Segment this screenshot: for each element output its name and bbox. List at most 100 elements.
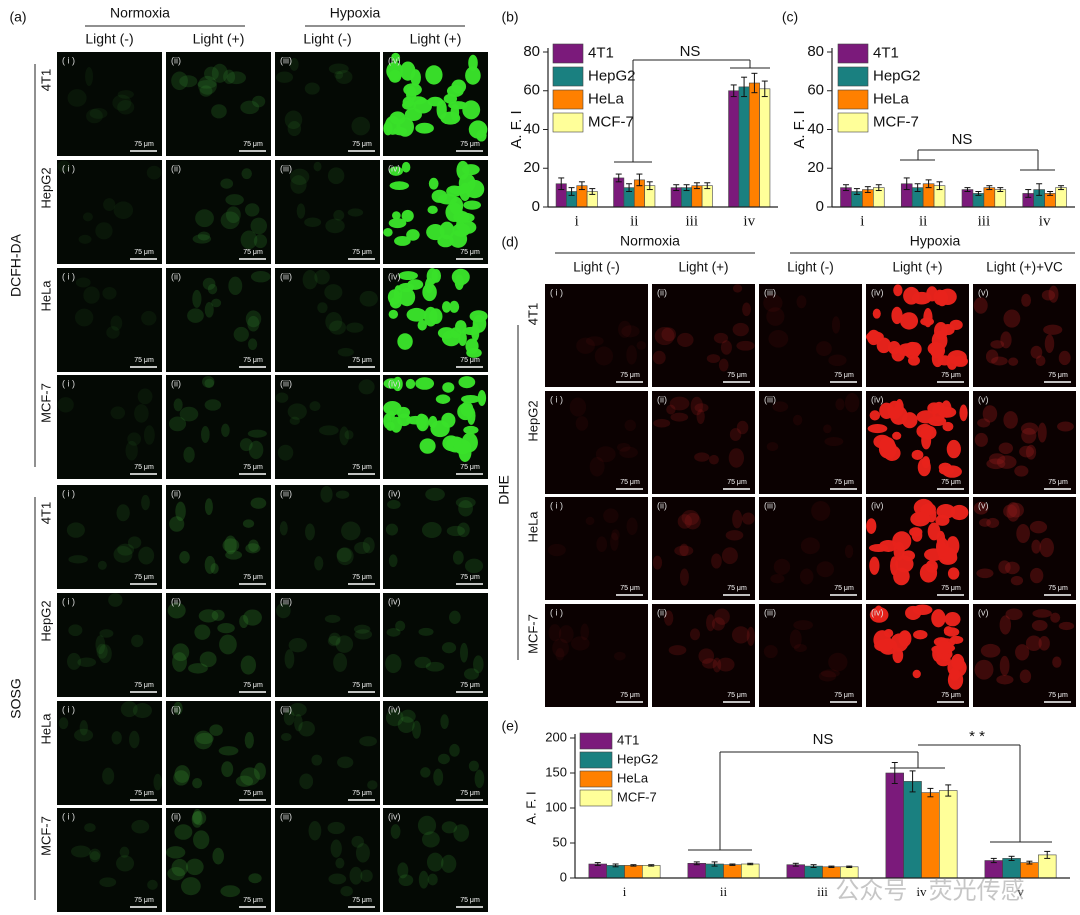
micrograph-bg bbox=[166, 808, 271, 912]
error-bar bbox=[636, 173, 643, 187]
cell bbox=[401, 161, 411, 173]
cell bbox=[437, 753, 450, 765]
cell bbox=[668, 645, 687, 656]
cell bbox=[314, 269, 330, 285]
cell bbox=[441, 412, 456, 428]
scale-bar-label: 75 μm bbox=[834, 372, 854, 379]
legend-label: HepG2 bbox=[873, 67, 921, 84]
row-label: HepG2 bbox=[38, 600, 53, 641]
cell bbox=[119, 846, 130, 858]
x-tick-label: iv bbox=[743, 213, 755, 229]
cell bbox=[194, 730, 213, 750]
cell bbox=[714, 608, 730, 625]
cell bbox=[388, 69, 402, 83]
row-label: HeLa bbox=[38, 280, 53, 312]
cell bbox=[1058, 621, 1075, 631]
cell bbox=[397, 716, 415, 734]
cell bbox=[367, 780, 378, 790]
cell bbox=[585, 336, 604, 346]
cell bbox=[1008, 357, 1019, 366]
cell bbox=[233, 326, 249, 342]
cell bbox=[179, 406, 199, 422]
cell bbox=[210, 563, 219, 574]
cell bbox=[277, 444, 294, 461]
cell bbox=[454, 274, 465, 290]
cell bbox=[111, 731, 122, 745]
cell bbox=[228, 276, 243, 296]
cell bbox=[204, 66, 219, 81]
cell bbox=[789, 629, 802, 649]
cell bbox=[406, 415, 425, 425]
cell bbox=[220, 211, 240, 230]
scale-bar-label: 75 μm bbox=[460, 574, 480, 581]
cell bbox=[917, 458, 931, 477]
row-label: 4T1 bbox=[525, 303, 540, 325]
cell bbox=[117, 543, 135, 556]
cell bbox=[689, 628, 701, 641]
cell bbox=[457, 522, 470, 538]
error-bar bbox=[792, 862, 799, 867]
scale-bar-label: 75 μm bbox=[243, 357, 263, 364]
scale-bar-label: 75 μm bbox=[941, 479, 961, 486]
panel-roman: (ii) bbox=[171, 704, 181, 714]
scale-bar-label: 75 μm bbox=[352, 464, 372, 471]
cell bbox=[187, 308, 204, 323]
cell bbox=[127, 536, 142, 549]
cell bbox=[589, 456, 605, 477]
legend-swatch bbox=[579, 732, 613, 750]
scale-bar-label: 75 μm bbox=[1048, 479, 1068, 486]
cell bbox=[891, 346, 905, 362]
cell bbox=[1048, 285, 1059, 303]
error-bar bbox=[751, 72, 758, 94]
cell bbox=[709, 454, 719, 465]
panel-roman: (iv) bbox=[388, 488, 401, 498]
bar bbox=[642, 865, 661, 879]
cell bbox=[420, 767, 431, 778]
micrograph: (ii) 75 μm bbox=[166, 808, 271, 912]
legend-label: 4T1 bbox=[588, 44, 614, 61]
y-tick-label: 80 bbox=[807, 43, 824, 60]
scale-bar-label: 75 μm bbox=[1048, 692, 1068, 699]
cell bbox=[824, 436, 844, 447]
annotation: NS bbox=[813, 731, 834, 748]
panel-roman: (iii) bbox=[764, 607, 776, 617]
cell bbox=[313, 161, 322, 172]
legend-label: HepG2 bbox=[588, 67, 636, 84]
error-bar bbox=[578, 181, 585, 191]
micrograph: (iv) 75 μm bbox=[866, 391, 969, 494]
cell bbox=[329, 320, 346, 335]
cell bbox=[927, 522, 941, 541]
bar bbox=[903, 781, 922, 879]
cell bbox=[68, 624, 83, 637]
cell bbox=[70, 845, 91, 858]
cell bbox=[392, 211, 401, 220]
scale-bar-label: 75 μm bbox=[620, 479, 640, 486]
error-bar bbox=[1036, 183, 1043, 196]
bar bbox=[939, 790, 958, 879]
scale-bar-label: 75 μm bbox=[134, 574, 154, 581]
y-axis-label: A. F. I bbox=[791, 110, 808, 148]
cell bbox=[873, 605, 884, 622]
error-bar bbox=[612, 863, 619, 868]
scale-bar-label: 75 μm bbox=[134, 357, 154, 364]
micrograph-bg bbox=[383, 593, 488, 697]
error-bar bbox=[648, 864, 655, 867]
cell bbox=[793, 643, 807, 653]
cell bbox=[701, 658, 718, 669]
error-bar bbox=[741, 76, 748, 98]
cell bbox=[325, 218, 345, 234]
cell bbox=[433, 768, 444, 786]
cell bbox=[240, 655, 257, 675]
cell bbox=[287, 403, 307, 420]
cell bbox=[385, 654, 402, 674]
cell bbox=[389, 166, 403, 176]
cell bbox=[610, 532, 619, 551]
micrograph: ( i ) 75 μm bbox=[57, 593, 162, 697]
cell bbox=[388, 554, 398, 568]
cell bbox=[226, 71, 246, 85]
cell bbox=[173, 701, 183, 715]
cell bbox=[1016, 523, 1030, 544]
micrograph-bg bbox=[759, 604, 862, 707]
cell bbox=[414, 656, 431, 669]
cell bbox=[239, 614, 249, 629]
